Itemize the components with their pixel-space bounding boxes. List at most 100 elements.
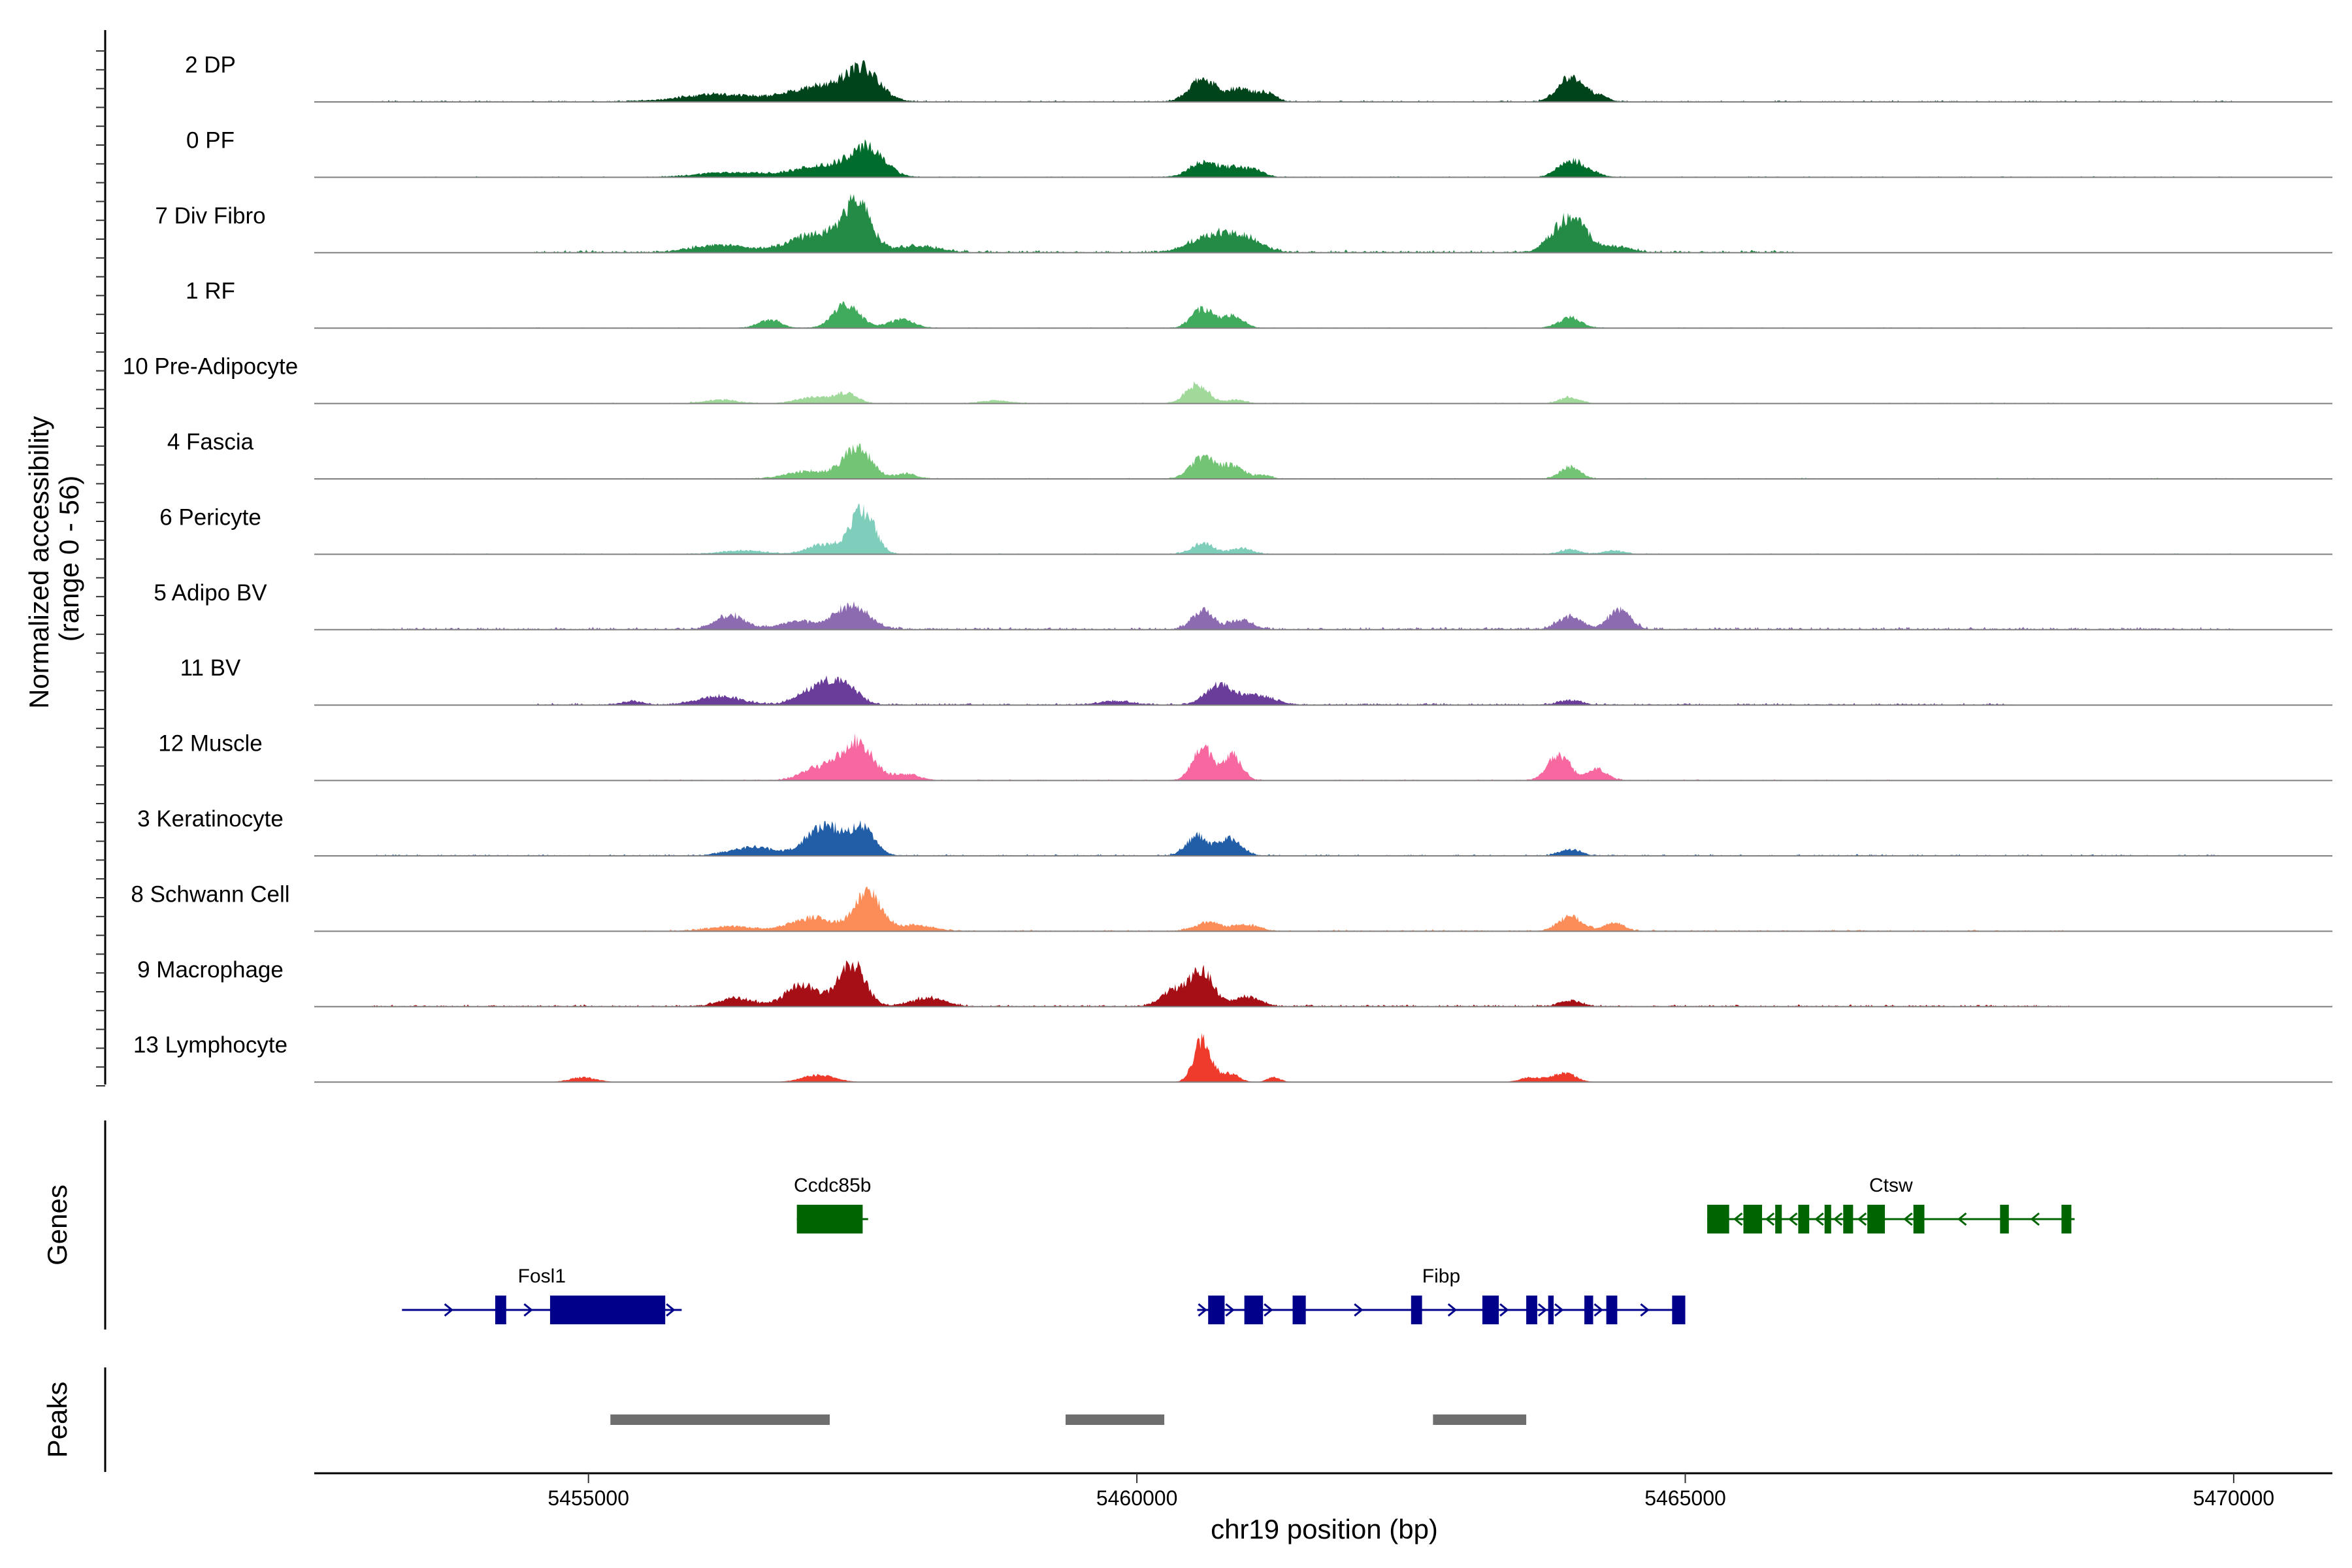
coverage-area <box>643 886 2070 932</box>
track-label: 4 Fascia <box>167 429 254 455</box>
track-6: 4 Fascia <box>167 429 2332 480</box>
strand-arrow <box>2030 1212 2040 1226</box>
strand-arrow <box>523 1303 533 1317</box>
track-12: 8 Schwann Cell <box>131 881 2332 932</box>
strand-arrow <box>1537 1303 1548 1317</box>
x-tick-label: 5460000 <box>1096 1486 1178 1510</box>
coverage-area <box>533 675 2015 706</box>
strand-arrow <box>1499 1303 1509 1317</box>
gene-exon <box>1292 1296 1306 1324</box>
x-axis-ticks: 5455000 5460000 5465000 5470000 <box>547 1473 2274 1510</box>
strand-arrow <box>1593 1303 1603 1317</box>
x-tick-label: 5470000 <box>2193 1486 2275 1510</box>
gene-fibp: Fibp <box>1197 1266 1686 1324</box>
gene-exon <box>1867 1205 1886 1233</box>
gene-label: Ccdc85b <box>794 1175 871 1196</box>
gene-exon <box>1548 1296 1554 1324</box>
peak-region <box>1065 1414 1165 1425</box>
strand-arrow <box>1903 1212 1913 1226</box>
gene-exon <box>1843 1205 1854 1233</box>
gene-label: Fibp <box>1422 1266 1460 1287</box>
track-1: 2 DP <box>185 52 2332 103</box>
strand-arrow <box>1857 1212 1867 1226</box>
track-label: 10 Pre-Adipocyte <box>123 354 298 380</box>
track-13: 9 Macrophage <box>137 957 2332 1007</box>
strand-arrow <box>1640 1303 1650 1317</box>
track-4: 1 RF <box>186 278 2332 329</box>
x-tick-label: 5455000 <box>547 1486 629 1510</box>
gene-exon <box>1244 1296 1264 1324</box>
track-11: 3 Keratinocyte <box>137 806 2332 857</box>
peak-region <box>610 1414 830 1425</box>
track-label: 5 Adipo BV <box>154 580 267 606</box>
gene-exon <box>1584 1296 1593 1324</box>
track-label: 13 Lymphocyte <box>133 1032 287 1058</box>
coverage-area <box>423 503 2234 555</box>
track-label: 3 Keratinocyte <box>137 806 284 832</box>
gene-exon <box>1208 1296 1225 1324</box>
track-10: 12 Muscle <box>158 731 2332 781</box>
gene-exon <box>1798 1205 1810 1233</box>
coverage-area <box>643 733 1905 781</box>
gene-label: Ctsw <box>1869 1175 1913 1196</box>
coverage-y-axis-ticks <box>96 50 105 1086</box>
gene-label: Fosl1 <box>518 1266 566 1287</box>
coverage-area <box>423 139 2234 178</box>
x-tick-label: 5465000 <box>1644 1486 1726 1510</box>
gene-exon <box>1913 1205 1925 1233</box>
coverage-area <box>368 301 2234 329</box>
y-axis-title: Normalized accessibility (range 0 - 56) <box>24 408 84 709</box>
gene-annotations: Ccdc85b Ctsw Fosl1 Fibp <box>402 1175 2075 1324</box>
gene-exon <box>2000 1205 2009 1233</box>
strand-arrow <box>1225 1303 1235 1317</box>
strand-arrow <box>1814 1212 1824 1226</box>
coverage-tracks: 2 DP 0 PF 7 Div Fibro 1 RF 10 Pre-Adipocyte 4… <box>123 52 2332 1083</box>
gene-exon <box>549 1296 666 1324</box>
gene-exon <box>1526 1296 1537 1324</box>
strand-arrow <box>1733 1212 1743 1226</box>
coverage-area <box>368 601 2234 630</box>
coverage-area <box>368 820 2234 856</box>
track-label: 9 Macrophage <box>137 957 284 983</box>
gene-ctsw: Ctsw <box>1707 1175 2075 1233</box>
gene-exon <box>796 1205 863 1233</box>
strand-arrow <box>1354 1303 1364 1317</box>
track-8: 5 Adipo BV <box>154 580 2332 630</box>
strand-arrow <box>1447 1303 1458 1317</box>
track-2: 0 PF <box>186 127 2332 178</box>
track-label: 1 RF <box>186 278 235 304</box>
track-label: 12 Muscle <box>158 731 263 757</box>
strand-arrow <box>1198 1303 1207 1317</box>
strand-arrow <box>1957 1212 1967 1226</box>
gene-exon <box>1743 1205 1763 1233</box>
coverage-area <box>588 381 2070 404</box>
y-axis-title-line-2: (range 0 - 56) <box>54 476 84 642</box>
coverage-area <box>368 960 2070 1007</box>
gene-exon <box>1411 1296 1422 1324</box>
gene-fosl1: Fosl1 <box>402 1266 682 1324</box>
track-label: 0 PF <box>186 127 235 153</box>
gene-exon <box>1775 1205 1782 1233</box>
strand-arrow <box>1833 1212 1843 1226</box>
track-label: 8 Schwann Cell <box>131 881 289 907</box>
track-9: 11 BV <box>180 655 2332 706</box>
x-axis-title: chr19 position (bp) <box>1211 1514 1438 1544</box>
track-7: 6 Pericyte <box>159 503 2332 555</box>
gene-exon <box>495 1296 506 1324</box>
gene-exon <box>1482 1296 1499 1324</box>
gene-ccdc85b: Ccdc85b <box>794 1175 871 1233</box>
track-14: 13 Lymphocyte <box>133 1032 2332 1083</box>
track-label: 2 DP <box>185 52 236 78</box>
peak-regions <box>610 1414 1527 1425</box>
strand-arrow <box>1264 1303 1273 1317</box>
track-3: 7 Div Fibro <box>155 193 2332 253</box>
coverage-area <box>533 1033 1686 1083</box>
coverage-area <box>423 443 2234 479</box>
gene-exon <box>1606 1296 1618 1324</box>
track-label: 11 BV <box>180 655 241 681</box>
genes-panel-label: Genes <box>42 1184 73 1266</box>
y-axis-title-line-1: Normalized accessibility <box>24 416 54 709</box>
gene-exon <box>1707 1205 1729 1233</box>
gene-exon <box>1824 1205 1831 1233</box>
strand-arrow <box>666 1303 676 1317</box>
